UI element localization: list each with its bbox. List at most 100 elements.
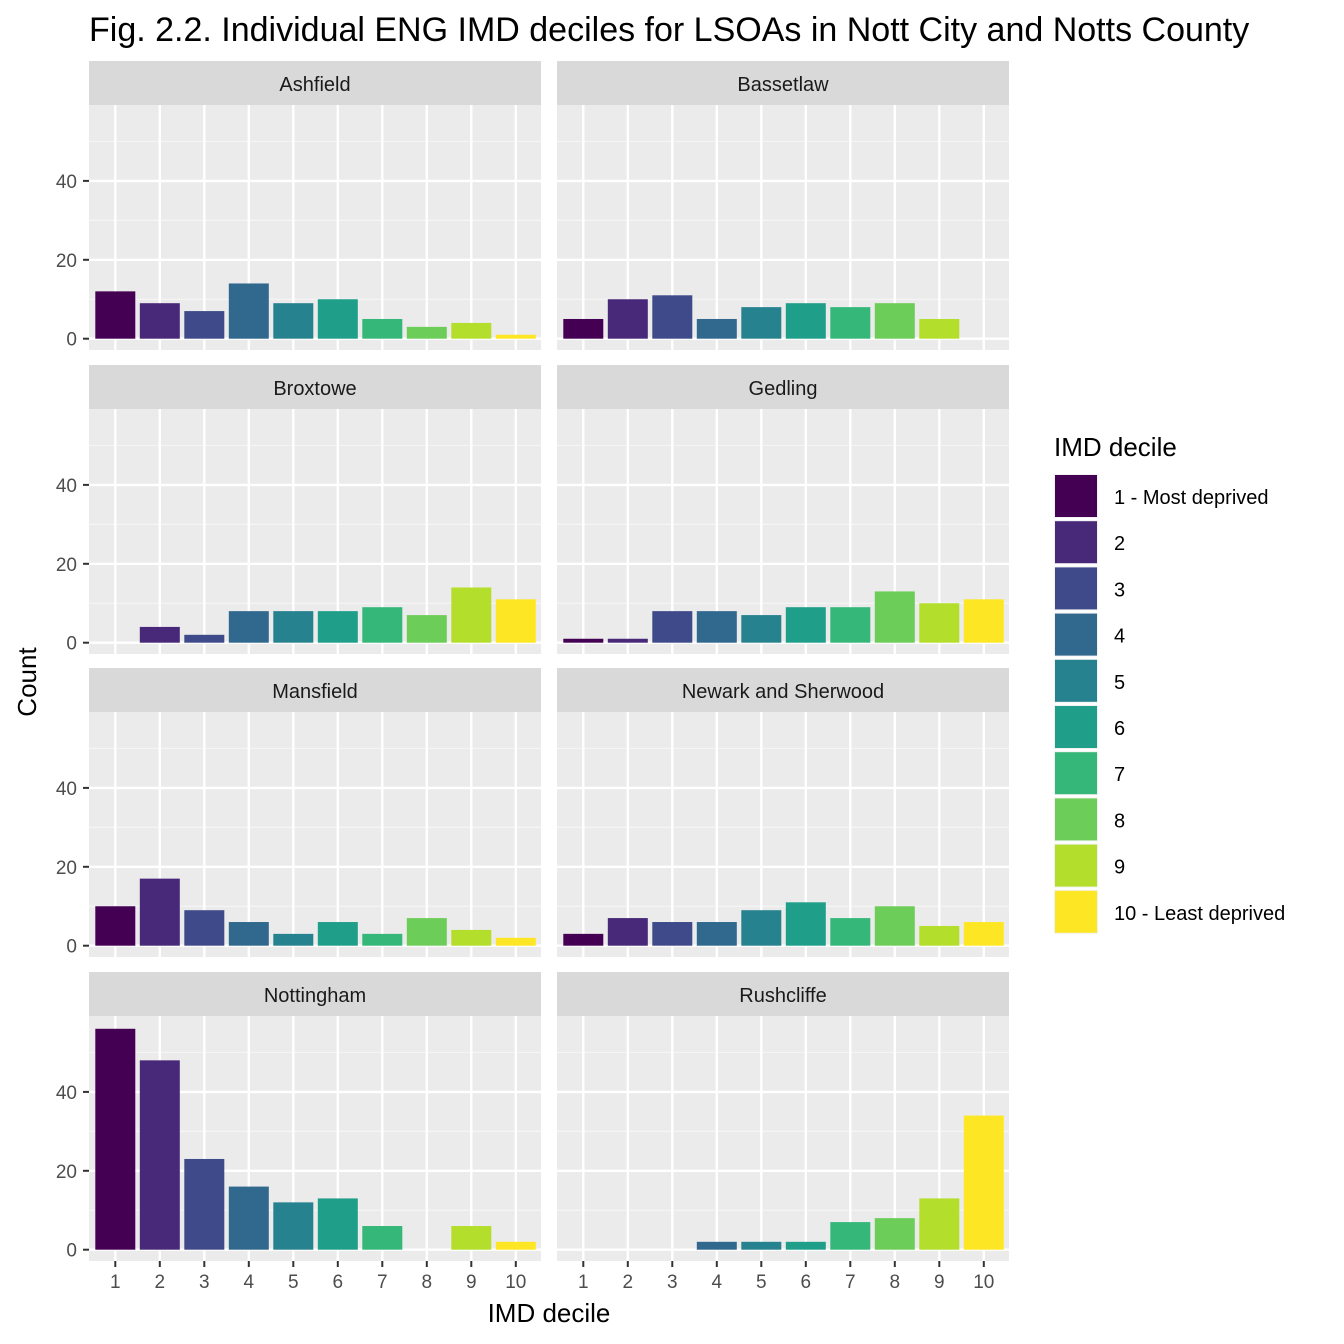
x-tick-label: 7	[377, 1272, 388, 1293]
legend-label: 9	[1114, 857, 1125, 879]
bar	[696, 1241, 737, 1250]
legend-swatch	[1055, 475, 1097, 517]
y-tick-label: 20	[56, 251, 77, 272]
bar	[451, 587, 492, 643]
facet-gedling: Gedling	[557, 365, 1009, 654]
legend-label: 6	[1114, 718, 1125, 740]
bar	[563, 318, 604, 339]
legend-swatch	[1055, 613, 1097, 656]
bar	[741, 615, 782, 643]
bar	[607, 299, 648, 339]
bar	[495, 334, 536, 339]
legend-label: 5	[1114, 672, 1125, 694]
bar	[273, 303, 314, 339]
bar	[95, 906, 136, 946]
facet-nottingham: Nottingham 0 20 40 1 2 3 4 5 6 7 8 9 10	[56, 972, 541, 1293]
facet-newark-and-sherwood: Newark and Sherwood	[557, 668, 1009, 957]
bar	[495, 937, 536, 946]
legend-swatch	[1055, 752, 1097, 795]
x-tick-label: 8	[890, 1272, 901, 1293]
bar	[652, 922, 693, 946]
legend-swatch	[1055, 798, 1097, 841]
facet-label: Gedling	[749, 378, 818, 400]
legend-label: 3	[1114, 579, 1125, 601]
panel-background	[557, 712, 1009, 957]
bar	[451, 929, 492, 946]
x-tick-label: 9	[934, 1272, 945, 1293]
bar	[919, 603, 960, 643]
y-tick-label: 20	[56, 1162, 77, 1183]
bar	[563, 933, 604, 946]
bar	[362, 933, 403, 946]
facet-strip	[557, 668, 1009, 712]
bar	[228, 611, 269, 643]
legend-title: IMD decile	[1054, 432, 1177, 462]
facet-strip	[89, 61, 541, 105]
y-tick-label: 40	[56, 779, 77, 800]
facet-strip	[557, 61, 1009, 105]
bar	[495, 1241, 536, 1250]
bar	[273, 1202, 314, 1250]
legend-label: 8	[1114, 810, 1125, 832]
facet-strip	[89, 365, 541, 409]
x-tick-label: 4	[712, 1272, 723, 1293]
bar	[830, 607, 871, 643]
facet-strip	[89, 972, 541, 1016]
bar	[451, 1226, 492, 1250]
legend-label: 1 - Most deprived	[1114, 487, 1269, 509]
facet-bassetlaw: Bassetlaw	[557, 61, 1009, 350]
x-tick-label: 10	[973, 1272, 994, 1293]
x-tick-label: 4	[244, 1272, 255, 1293]
legend-swatch	[1055, 890, 1097, 933]
bar	[451, 322, 492, 339]
bar	[785, 303, 826, 339]
x-tick-label: 7	[845, 1272, 856, 1293]
bar	[830, 918, 871, 946]
y-tick-label: 0	[66, 1241, 77, 1262]
legend-swatch	[1055, 844, 1097, 887]
bar	[963, 599, 1004, 643]
bar	[184, 910, 225, 946]
bar	[919, 1198, 960, 1250]
x-tick-label: 9	[466, 1272, 477, 1293]
bar	[741, 910, 782, 946]
facet-label: Ashfield	[279, 74, 350, 96]
bar	[785, 607, 826, 643]
bar	[184, 311, 225, 339]
bar	[696, 922, 737, 946]
bar	[874, 906, 915, 946]
bar	[874, 1218, 915, 1250]
bar	[317, 299, 358, 339]
bar	[741, 307, 782, 339]
x-tick-label: 3	[667, 1272, 678, 1293]
bar	[362, 1226, 403, 1250]
facet-strip	[557, 365, 1009, 409]
x-tick-label: 10	[505, 1272, 526, 1293]
bar	[184, 1158, 225, 1250]
bar	[273, 933, 314, 946]
x-tick-label: 1	[578, 1272, 589, 1293]
x-tick-label: 6	[801, 1272, 812, 1293]
bar	[495, 599, 536, 643]
legend: IMD decile 1 - Most deprived 2 3 4 5 6 7 8 9 10 -…	[1054, 432, 1285, 934]
bar	[830, 1222, 871, 1250]
chart-title: Fig. 2.2. Individual ENG IMD deciles for…	[89, 11, 1249, 49]
legend-swatch	[1055, 706, 1097, 748]
facet-label: Rushcliffe	[739, 985, 826, 1007]
bar	[563, 638, 604, 643]
bar	[317, 922, 358, 946]
facet-label: Mansfield	[272, 681, 358, 703]
y-tick-label: 0	[66, 330, 77, 351]
bar	[963, 1115, 1004, 1250]
facet-rushcliffe: Rushcliffe 1 2 3 4 5 6 7 8 9 10	[557, 972, 1009, 1293]
facet-mansfield: Mansfield 0 20 40	[56, 668, 541, 958]
y-tick-label: 0	[66, 634, 77, 655]
facet-label: Newark and Sherwood	[682, 681, 884, 703]
bar	[652, 611, 693, 643]
bar	[228, 922, 269, 946]
x-tick-label: 2	[155, 1272, 166, 1293]
bar	[785, 1241, 826, 1250]
bar	[317, 611, 358, 643]
bar	[95, 291, 136, 339]
